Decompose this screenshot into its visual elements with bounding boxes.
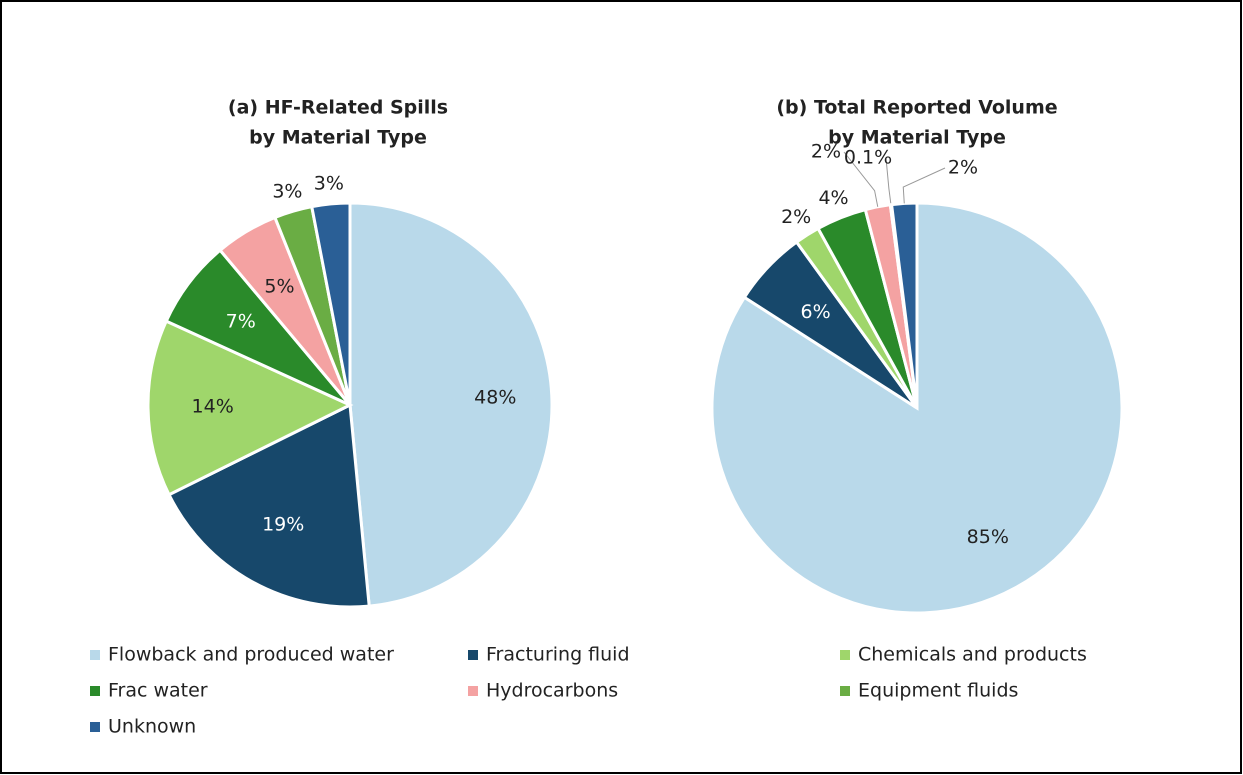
legend-swatch	[90, 650, 100, 660]
legend-label: Hydrocarbons	[486, 680, 618, 702]
data-label: 14%	[192, 396, 234, 418]
legend-swatch	[840, 650, 850, 660]
leader-line	[885, 157, 892, 205]
data-label: 5%	[264, 276, 294, 298]
pie-slice	[348, 201, 554, 608]
chart-title: (a) HF-Related Spills	[228, 97, 448, 119]
legend-label: Chemicals and products	[858, 644, 1087, 666]
data-label: 4%	[818, 187, 848, 209]
leader-line	[843, 151, 879, 207]
legend-label: Flowback and produced water	[108, 644, 394, 666]
legend-swatch	[468, 650, 478, 660]
pie-slice	[166, 402, 371, 609]
data-label: 7%	[226, 310, 256, 332]
legend-swatch	[468, 686, 478, 696]
data-label: 2%	[948, 157, 978, 179]
pie-slice	[889, 201, 919, 409]
data-label: 3%	[272, 180, 302, 202]
leader-line	[902, 167, 946, 204]
legend-label: Unknown	[108, 716, 196, 738]
pie-slice	[146, 319, 354, 497]
legend-swatch	[840, 686, 850, 696]
legend-label: Equipment fluids	[858, 680, 1018, 702]
legend-swatch	[90, 722, 100, 732]
pie-slice	[310, 201, 352, 406]
data-label: 6%	[801, 301, 831, 323]
legend-swatch	[90, 686, 100, 696]
data-label: 85%	[967, 526, 1009, 548]
data-label: 3%	[314, 172, 344, 194]
data-label: 19%	[262, 514, 304, 536]
legend-label: Fracturing fluid	[486, 644, 630, 666]
data-label: 2%	[811, 141, 841, 163]
data-label: 48%	[474, 387, 516, 409]
chart-title: by Material Type	[828, 127, 1006, 149]
data-label: 2%	[781, 206, 811, 228]
legend-label: Frac water	[108, 680, 208, 702]
data-label: 0.1%	[844, 147, 892, 169]
chart-title: by Material Type	[249, 127, 427, 149]
chart-title: (b) Total Reported Volume	[776, 97, 1057, 119]
